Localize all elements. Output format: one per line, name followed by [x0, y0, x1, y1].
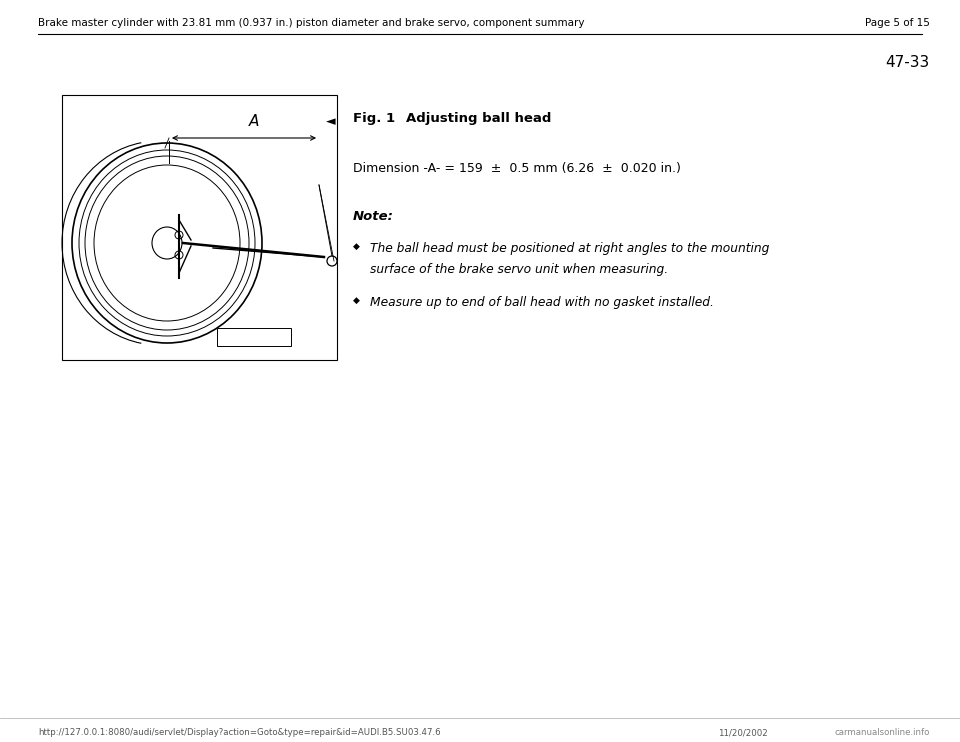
Text: Note:: Note:	[353, 210, 394, 223]
Text: A: A	[249, 114, 259, 129]
Text: The ball head must be positioned at right angles to the mounting: The ball head must be positioned at righ…	[370, 242, 769, 255]
Text: ◆: ◆	[353, 242, 360, 251]
Text: Brake master cylinder with 23.81 mm (0.937 in.) piston diameter and brake servo,: Brake master cylinder with 23.81 mm (0.9…	[38, 18, 585, 28]
Text: Dimension -A- = 159  ±  0.5 mm (6.26  ±  0.020 in.): Dimension -A- = 159 ± 0.5 mm (6.26 ± 0.0…	[353, 162, 681, 175]
Text: http://127.0.0.1:8080/audi/servlet/Display?action=Goto&type=repair&id=AUDI.B5.SU: http://127.0.0.1:8080/audi/servlet/Displ…	[38, 728, 441, 737]
Text: 11/20/2002: 11/20/2002	[718, 728, 768, 737]
Bar	[62, 95, 337, 360]
Text: Fig. 1: Fig. 1	[353, 112, 396, 125]
Text: Adjusting ball head: Adjusting ball head	[406, 112, 551, 125]
Text: Page 5 of 15: Page 5 of 15	[865, 18, 930, 28]
Text: Measure up to end of ball head with no gasket installed.: Measure up to end of ball head with no g…	[370, 296, 714, 309]
Text: surface of the brake servo unit when measuring.: surface of the brake servo unit when mea…	[370, 263, 668, 276]
Text: 47-33: 47-33	[886, 55, 930, 70]
Text: A47-0023: A47-0023	[232, 332, 276, 341]
Text: ◆: ◆	[353, 296, 360, 305]
Text: ◄: ◄	[326, 115, 336, 128]
Bar	[217, 328, 291, 346]
Text: carmanualsonline.info: carmanualsonline.info	[834, 728, 930, 737]
